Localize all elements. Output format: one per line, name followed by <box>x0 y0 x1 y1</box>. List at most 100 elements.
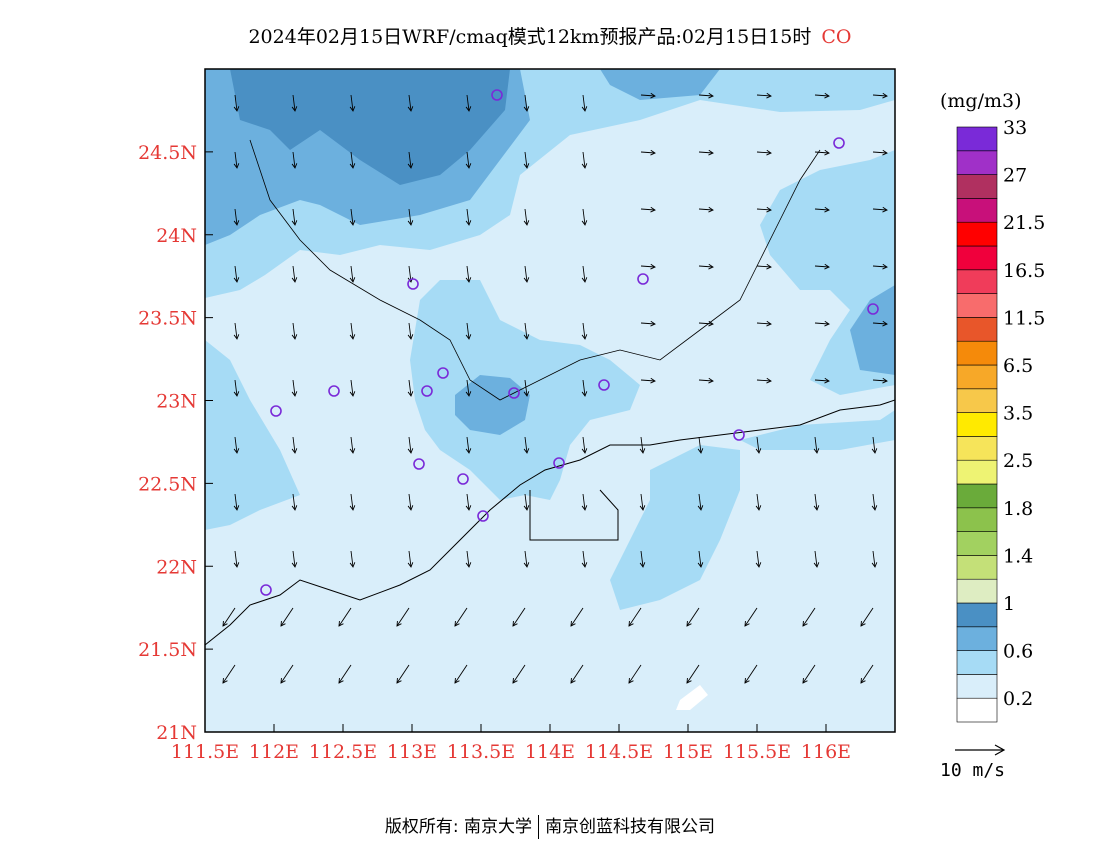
band-east-dark <box>850 285 895 375</box>
colorbar-swatch <box>956 150 998 175</box>
station-marker <box>260 584 272 596</box>
wind-arrow <box>350 94 354 112</box>
y-tick-label: 22.5N <box>138 473 197 495</box>
wind-arrowhead <box>581 334 588 340</box>
wind-arrowhead <box>824 320 830 327</box>
colorbar-label: 6.5 <box>1003 355 1033 377</box>
wind-arrow <box>350 322 354 340</box>
wind-arrow <box>698 436 702 454</box>
wind-arrow <box>860 664 874 684</box>
wind-arrowhead <box>882 149 888 156</box>
wind-arrowhead <box>581 277 588 283</box>
wind-arrowhead <box>338 620 344 627</box>
wind-arrowhead <box>349 505 356 511</box>
wind-arrowhead <box>650 206 656 213</box>
wind-arrowhead <box>233 106 240 112</box>
station-marker <box>491 89 503 101</box>
wind-arrowhead <box>523 163 530 169</box>
wind-arrowhead <box>349 334 356 340</box>
x-tick-label: 114E <box>525 741 575 763</box>
colorbar-label: 21.5 <box>1003 212 1045 234</box>
colorbar-swatch <box>956 436 998 461</box>
wind-arrow <box>408 151 412 169</box>
band-central-dark <box>455 375 530 435</box>
wind-arrowhead <box>882 92 888 99</box>
wind-arrowhead <box>871 505 878 511</box>
wind-arrowhead <box>824 263 830 270</box>
wind-arrowhead <box>639 448 646 454</box>
wind-arrowhead <box>581 505 588 511</box>
wind-arrowhead <box>233 220 240 226</box>
species-label: CO <box>821 26 852 48</box>
wind-arrowhead <box>291 505 298 511</box>
wind-arrow <box>814 208 830 211</box>
wind-arrowhead <box>523 562 530 568</box>
wind-arrow <box>292 265 296 283</box>
wind-scale-label: 10 m/s <box>940 760 1006 781</box>
wind-arrow <box>466 379 470 397</box>
wind-arrowhead <box>581 391 588 397</box>
wind-arrow <box>814 322 830 325</box>
x-tick-label: 111.5E <box>171 741 239 763</box>
wind-arrow <box>466 436 470 454</box>
wind-arrow <box>222 664 236 684</box>
colorbar-label: 1.8 <box>1003 498 1033 520</box>
wind-arrowhead <box>766 263 772 270</box>
wind-arrow <box>408 493 412 511</box>
wind-arrow <box>640 151 656 154</box>
wind-arrow <box>408 322 412 340</box>
colorbar-swatch <box>956 674 998 699</box>
wind-arrow <box>466 322 470 340</box>
wind-arrow <box>814 94 830 97</box>
colorbar-swatch <box>956 388 998 413</box>
wind-arrow <box>396 664 410 684</box>
wind-arrow <box>292 493 296 511</box>
wind-arrowhead <box>407 505 414 511</box>
wind-arrow <box>524 493 528 511</box>
wind-arrow <box>234 493 238 511</box>
wind-arrowhead <box>349 277 356 283</box>
wind-arrowhead <box>523 505 530 511</box>
wind-arrowhead <box>291 448 298 454</box>
colorbar-swatch <box>956 650 998 675</box>
wind-arrow <box>582 94 586 112</box>
wind-arrow <box>872 265 888 268</box>
wind-arrowhead <box>407 334 414 340</box>
wind-arrowhead <box>222 677 228 684</box>
footer-separator <box>538 815 540 839</box>
wind-arrowhead <box>650 320 656 327</box>
wind-arrow <box>292 151 296 169</box>
wind-arrow <box>234 436 238 454</box>
wind-arrowhead <box>465 220 472 226</box>
wind-arrowhead <box>291 106 298 112</box>
hk-box <box>529 489 619 541</box>
wind-arrow <box>698 94 714 97</box>
wind-arrow <box>396 607 410 627</box>
wind-arrowhead <box>465 106 472 112</box>
wind-arrow <box>756 208 772 211</box>
wind-arrow <box>512 607 526 627</box>
wind-arrow <box>872 550 876 568</box>
wind-arrowhead <box>882 377 888 384</box>
wind-arrowhead <box>639 562 646 568</box>
wind-arrow <box>814 265 830 268</box>
band-north-darkest <box>230 69 510 185</box>
y-tick-label: 21N <box>156 722 197 744</box>
colorbar-label: 0.6 <box>1003 641 1033 663</box>
wind-arrow <box>756 493 760 511</box>
wind-arrow <box>582 436 586 454</box>
wind-arrowhead <box>291 277 298 283</box>
wind-arrow <box>582 208 586 226</box>
wind-arrow <box>872 322 888 325</box>
wind-arrowhead <box>708 263 714 270</box>
wind-arrow <box>640 208 656 211</box>
wind-arrowhead <box>766 92 772 99</box>
wind-arrow <box>698 379 714 382</box>
x-tick-label: 116E <box>801 741 851 763</box>
station-marker <box>328 385 340 397</box>
colorbar-label: 11.5 <box>1003 307 1045 329</box>
wind-arrowhead <box>407 391 414 397</box>
colorbar-swatch <box>956 555 998 580</box>
wind-arrow <box>408 436 412 454</box>
wind-arrowhead <box>233 391 240 397</box>
